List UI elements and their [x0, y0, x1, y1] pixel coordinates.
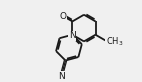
- Text: O: O: [59, 12, 66, 21]
- Text: CH$_3$: CH$_3$: [106, 36, 123, 48]
- Text: N: N: [58, 72, 65, 81]
- Text: N: N: [69, 31, 76, 40]
